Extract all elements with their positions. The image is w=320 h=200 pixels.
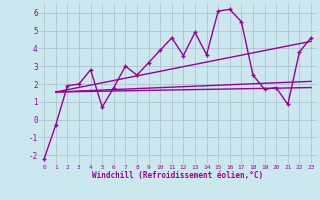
X-axis label: Windchill (Refroidissement éolien,°C): Windchill (Refroidissement éolien,°C): [92, 171, 263, 180]
